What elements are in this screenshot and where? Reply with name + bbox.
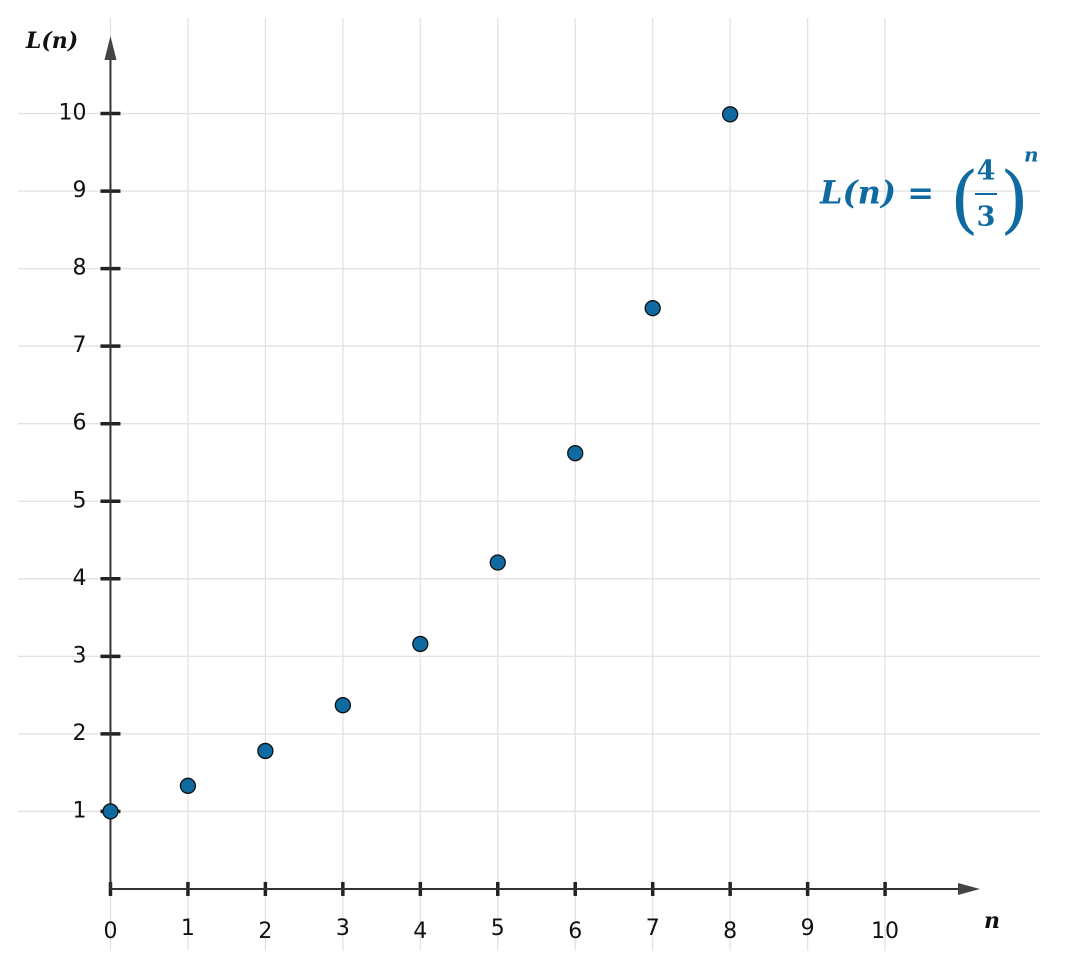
y-axis-label: L(n) (25, 28, 78, 54)
y-tick-label: 3 (72, 643, 86, 668)
y-tick-label: 10 (58, 101, 86, 126)
point (412, 635, 429, 653)
formula-lhs: L(n) = (819, 174, 934, 212)
point (567, 445, 584, 462)
y-tick-label: 7 (72, 333, 86, 358)
y-tick-label: 6 (72, 411, 86, 436)
x-tick-label: 4 (413, 919, 427, 944)
point (334, 697, 351, 714)
point (179, 777, 197, 794)
y-tick-label: 8 (72, 256, 86, 281)
paren: ) (1000, 156, 1029, 242)
x-tick-label: 3 (336, 916, 350, 941)
paren: ( (950, 156, 979, 242)
x-tick-label: 8 (723, 919, 737, 944)
formula-denominator: 3 (977, 202, 996, 233)
y-tick-label: 2 (72, 721, 86, 746)
point (102, 803, 119, 820)
formula-numerator: 4 (977, 156, 996, 187)
x-tick-label: 9 (801, 916, 815, 941)
x-tick-label: 1 (181, 916, 195, 941)
y-tick-label: 9 (72, 178, 86, 203)
y-tick-label: 1 (72, 798, 86, 823)
point (722, 106, 739, 123)
x-tick-label: 10 (871, 919, 899, 944)
point (644, 300, 661, 317)
y-tick-label: 4 (72, 566, 86, 591)
x-tick-label: 0 (103, 919, 117, 944)
x-axis-arrow (958, 882, 980, 895)
x-tick-label: 7 (646, 916, 660, 941)
y-tick-label: 5 (72, 488, 86, 513)
x-tick-label: 6 (568, 919, 582, 944)
point (257, 742, 274, 760)
x-tick-label: 5 (491, 916, 505, 941)
formula-exponent: n (1024, 143, 1039, 167)
x-axis-label: n (984, 908, 1000, 934)
x-tick-label: 2 (258, 919, 272, 944)
point (489, 554, 506, 571)
y-axis-arrow (104, 36, 117, 60)
formula: L(n) = ( 4 3 ) n (819, 143, 1039, 243)
